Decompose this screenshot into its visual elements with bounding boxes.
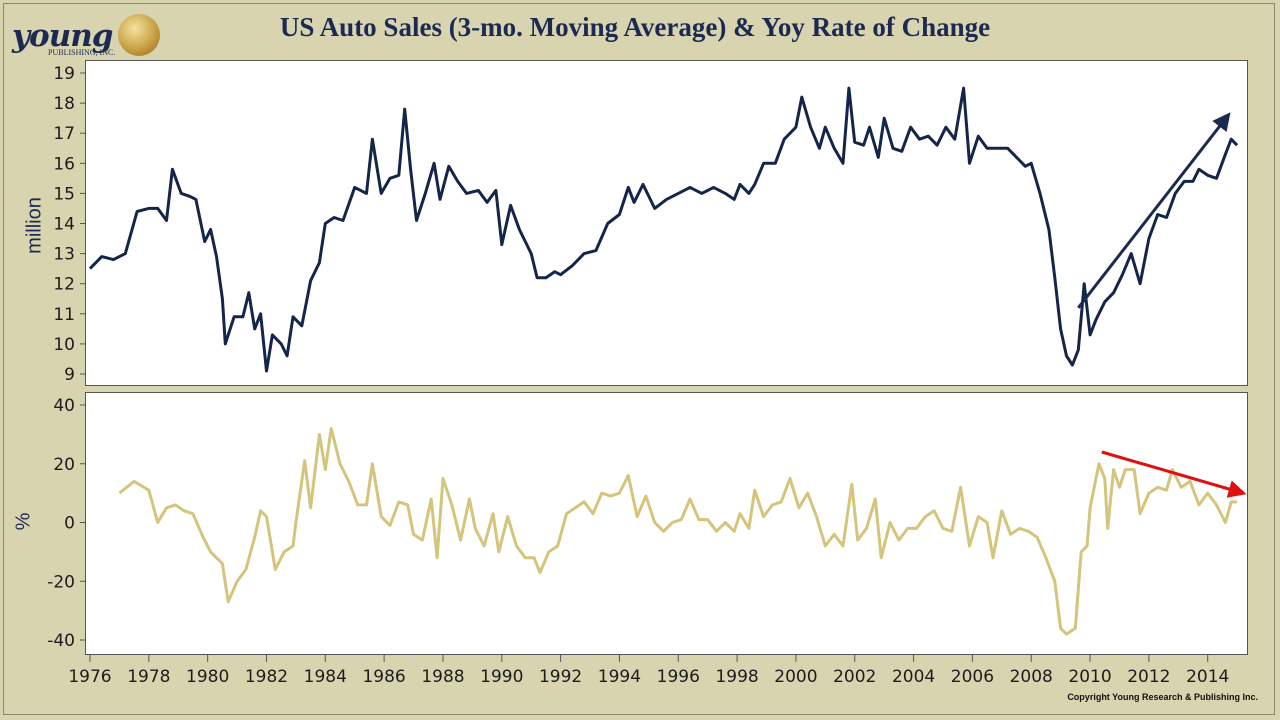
y-tick-label-yoy: -40	[47, 631, 75, 651]
y-tick-label-yoy: -20	[47, 572, 75, 592]
y-tick-label-sales: 18	[53, 94, 75, 114]
logo-text: young	[12, 18, 113, 54]
sales-series-line	[88, 86, 1239, 373]
sales-plot-area	[85, 60, 1248, 386]
x-tick-label: 1990	[480, 667, 523, 687]
yoy-plot-area	[85, 392, 1248, 655]
x-tick-label: 1996	[657, 667, 700, 687]
y-tick-label-sales: 19	[53, 64, 75, 84]
x-tick-label: 1976	[68, 667, 111, 687]
x-tick-label: 1988	[421, 667, 464, 687]
x-tick-label: 2004	[892, 667, 935, 687]
uptrend-arrow	[1077, 112, 1231, 309]
yoy-series-line	[118, 427, 1238, 636]
y-tick-label-sales: 13	[53, 245, 75, 265]
y-tick-label-sales: 12	[53, 275, 75, 295]
x-tick-label: 2008	[1010, 667, 1053, 687]
y-tick-label-yoy: 20	[53, 455, 75, 475]
x-tick-label: 1982	[245, 667, 288, 687]
x-tick-label: 1984	[304, 667, 347, 687]
y-tick-label-sales: 16	[53, 154, 75, 174]
x-tick-label: 1998	[715, 667, 758, 687]
x-tick-label: 1992	[539, 667, 582, 687]
x-tick-label: 1978	[127, 667, 170, 687]
x-tick-label: 1994	[598, 667, 641, 687]
y-tick-label-yoy: 40	[53, 396, 75, 416]
y-tick-label-sales: 11	[53, 305, 75, 325]
x-tick-label: 1980	[186, 667, 229, 687]
x-tick-label: 2012	[1127, 667, 1170, 687]
copyright-text: Copyright Young Research & Publishing In…	[1067, 692, 1258, 702]
logo-coin-icon	[118, 14, 160, 56]
chart-title: US Auto Sales (3-mo. Moving Average) & Y…	[279, 12, 991, 42]
y-tick-label-sales: 14	[53, 215, 75, 235]
logo-subtext: PUBLISHING, INC.	[48, 48, 116, 57]
downtrend-arrow	[1101, 450, 1247, 498]
y-tick-label-yoy: 0	[64, 514, 75, 534]
x-tick-label: 2010	[1068, 667, 1111, 687]
y-tick-label-sales: 15	[53, 184, 75, 204]
y-tick-label-sales: 17	[53, 124, 75, 144]
chart-frame	[3, 3, 1275, 715]
x-tick-label: 1986	[362, 667, 405, 687]
y-tick-label-sales: 10	[53, 335, 75, 355]
x-tick-label: 2000	[774, 667, 817, 687]
x-tick-label: 2014	[1186, 667, 1229, 687]
x-tick-label: 2002	[833, 667, 876, 687]
logo: young PUBLISHING, INC.	[8, 12, 160, 60]
x-tick-label: 2006	[951, 667, 994, 687]
y-tick-label-sales: 9	[64, 365, 75, 385]
